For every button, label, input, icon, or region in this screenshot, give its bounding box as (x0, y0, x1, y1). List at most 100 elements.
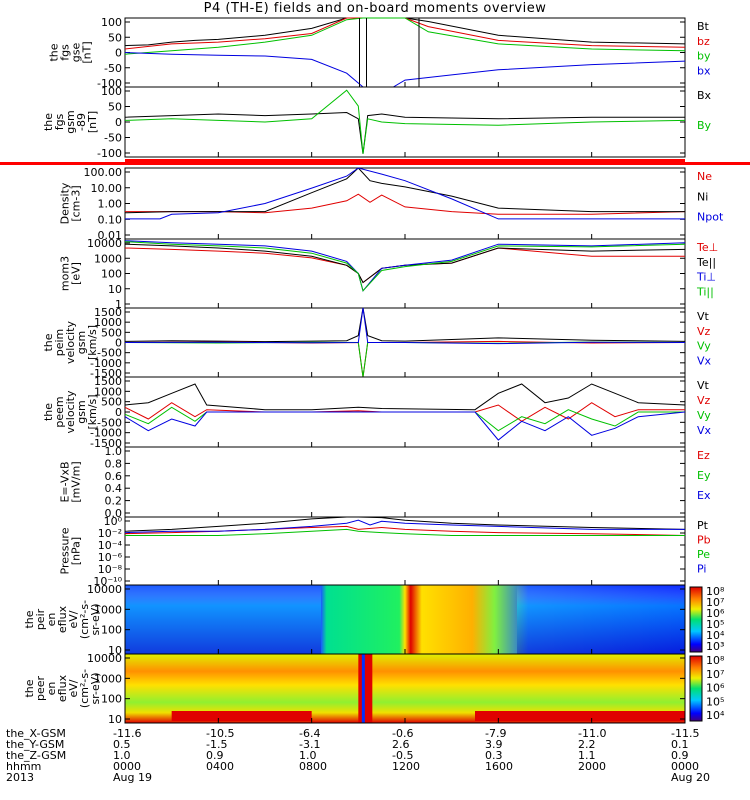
y-axis-label-line: eV/ (67, 610, 80, 628)
spectrogram-peer-band (361, 654, 365, 723)
y-tick-label: 1.00 (98, 198, 123, 211)
colorbar (689, 655, 703, 722)
y-tick-label: 100 (101, 16, 122, 29)
y-axis-label-line: [nPa] (70, 537, 83, 565)
series-Vy (124, 341, 686, 378)
y-axis-label-line: (cm²-s- (78, 669, 91, 708)
y-tick-label: 10000 (87, 652, 122, 665)
footer-row-label: the_X-GSM (6, 727, 66, 740)
panel-efield: 1.00.80.60.40.20.0 E=-VxB[mV/m] Ez Ey Ex (59, 445, 711, 520)
legend-entry: Vz (697, 325, 711, 338)
footer-cell: -3.1 (299, 738, 321, 751)
y-axis-label: thepeerenefluxeV/(cm²-s-sr-eV) (23, 669, 102, 708)
colorbar-label: 10⁶ (706, 607, 725, 620)
footer-cell: 2000 (578, 760, 606, 773)
y-tick-label: -500 (97, 347, 122, 360)
footer-cell: -11.5 (671, 727, 700, 740)
y-axis-label-line: (cm²-s- (78, 600, 91, 639)
overview-figure: 100500-50-100thefgsgse[nT]Btbzbybx100500… (0, 16, 750, 726)
y-tick-label: -100 (97, 147, 122, 160)
series-Bt (124, 17, 686, 47)
series-bz (124, 17, 686, 50)
footer-row-label: hhmm (6, 760, 42, 773)
legend-entry: Pt (697, 519, 709, 532)
spectrogram-peer-band (475, 711, 685, 721)
legend-entry: Ne (697, 170, 712, 183)
y-axis-label-line: velocity (64, 390, 77, 433)
footer-cell: 1.1 (578, 749, 596, 762)
colorbar-label: 10⁴ (706, 709, 725, 722)
y-tick-label: 0.8 (105, 457, 123, 470)
series-Npot (125, 167, 685, 220)
y-axis-label-line: fgs (53, 113, 66, 130)
footer-cell: -0.5 (392, 749, 414, 762)
y-axis-label-line: eflux (56, 674, 69, 702)
y-axis-label-line: -89 (75, 113, 88, 131)
series-By (124, 89, 686, 154)
y-axis-label-line: [km/s] (86, 394, 99, 429)
y-tick-label: 10 (108, 283, 122, 296)
series-Ti⊥ (124, 240, 686, 292)
y-tick-label: 0.0 (105, 507, 123, 520)
series-Te|| (124, 243, 686, 284)
y-axis-label-line: en (45, 613, 58, 627)
legend-entry: Te⊥ (696, 241, 718, 254)
footer-cell: 0.9 (671, 749, 689, 762)
y-axis-label-line: the (48, 43, 61, 61)
legend-entry: bz (697, 35, 710, 48)
legend-entry: Ti⊥ (696, 271, 716, 284)
footer-cell: 2.6 (392, 738, 410, 751)
y-axis-label: thepeemvelocitygsm[km/s] (42, 390, 99, 433)
footer-cell: 1200 (392, 760, 420, 773)
y-axis-label-line: gsm (75, 400, 88, 423)
y-tick-label: 1500 (94, 306, 122, 319)
colorbar-label: 10⁵ (706, 695, 724, 708)
footer-cell: Aug 20 (671, 771, 710, 784)
legend-entry: Vx (697, 424, 712, 437)
colorbar-label: 10⁴ (706, 629, 725, 642)
footer-cell: -11.0 (578, 727, 607, 740)
series-Vx (124, 411, 686, 441)
panel-fgs_gsm: 100 50 0 -50 -100 thefgsgsm-89[nT] Bx By (42, 85, 712, 160)
y-tick-label: 0.2 (105, 495, 123, 508)
y-tick-label: 0 (115, 337, 122, 350)
footer-row-label: the_Z-GSM (6, 749, 67, 762)
y-axis-label-line: eV/ (67, 679, 80, 697)
y-axis-label-line: mom3 (59, 256, 72, 291)
legend-entry: Pb (697, 534, 711, 547)
y-tick-label: 0.10 (98, 213, 123, 226)
y-tick-label: 10⁻⁶ (98, 551, 123, 564)
legend-entry: Te|| (696, 256, 716, 269)
y-axis-label: thepeimvelocitygsm[km/s] (42, 321, 99, 364)
y-tick-label: 1000 (94, 385, 122, 398)
y-axis-label: thefgsgse[nT] (48, 41, 94, 63)
y-axis-label-line: the (42, 333, 55, 351)
y-tick-label: 10000 (87, 583, 122, 596)
panel-frame (124, 446, 686, 518)
y-axis-label-line: the (23, 610, 36, 628)
y-axis-label: Pressure[nPa] (59, 527, 83, 574)
y-tick-label: 100 (101, 624, 122, 637)
y-tick-label: 100.00 (84, 166, 123, 179)
y-tick-label: 100 (101, 693, 122, 706)
y-axis-label-line: Density (59, 182, 72, 224)
y-axis-label-line: peem (53, 396, 66, 427)
colorbar-label: 10⁸ (706, 654, 725, 667)
footer-cell: 0.3 (485, 749, 503, 762)
spectrogram-peer-band (358, 654, 373, 723)
legend-entry: Ey (697, 469, 711, 482)
y-tick-label: 500 (101, 326, 122, 339)
footer-cell: -6.4 (299, 727, 321, 740)
legend-entry: Vy (697, 340, 711, 353)
panel-density: 100.00 10.00 1.00 0.10 0.01 Density[cm-3] Ne Ni… (59, 166, 724, 242)
y-axis-label-line: [eV] (70, 262, 83, 285)
series-Bx (124, 111, 685, 154)
footer-cell: 3.9 (485, 738, 503, 751)
y-tick-label: 10⁻¹⁰ (93, 575, 122, 588)
y-tick-label: 1500 (94, 375, 122, 388)
footer-cell: 2.2 (578, 738, 596, 751)
y-axis-label: E=-VxB[mV/m] (59, 461, 83, 502)
